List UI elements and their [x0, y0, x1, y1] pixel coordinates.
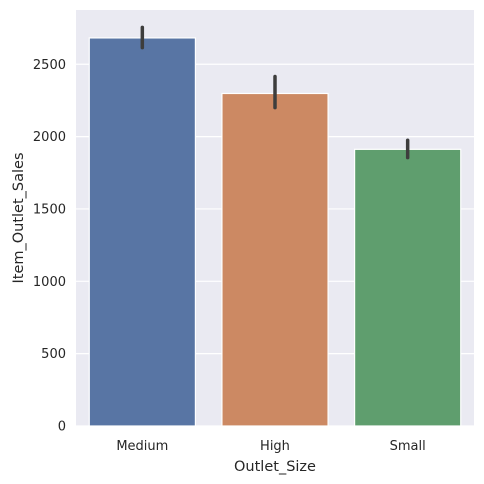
y-axis-label: Item_Outlet_Sales [11, 152, 27, 283]
bar-high [221, 92, 329, 427]
x-axis-label: Outlet_Size [234, 459, 316, 475]
bar-medium [88, 37, 197, 427]
bar-small [354, 148, 462, 427]
x-tick-label: High [260, 439, 290, 454]
x-tick-label: Small [390, 439, 426, 454]
y-tick-label: 1500 [33, 202, 66, 217]
y-tick-label: 500 [41, 347, 66, 362]
x-tick-label: Medium [116, 439, 168, 454]
y-tick-label: 2500 [33, 58, 66, 73]
y-tick-label: 1000 [33, 275, 66, 290]
x-tick-labels: Medium High Small [116, 439, 425, 454]
error-bars [140, 25, 410, 160]
y-tick-label: 2000 [33, 130, 66, 145]
y-tick-label: 0 [58, 420, 66, 435]
bars [88, 37, 462, 427]
y-tick-labels: 0 500 1000 1500 2000 2500 [33, 58, 66, 435]
